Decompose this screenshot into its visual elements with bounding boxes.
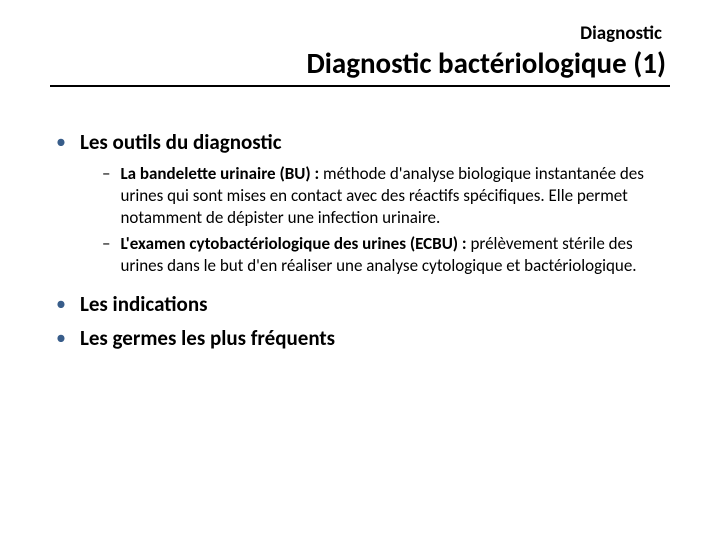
bullet-item: • Les indications	[56, 291, 670, 317]
content-area: • Les outils du diagnostic – La bandelet…	[50, 129, 670, 351]
header-title: Diagnostic bactériologique (1)	[50, 45, 670, 87]
bullet-dot-icon: •	[56, 291, 66, 317]
sub-item: – La bandelette urinaire (BU) : méthode …	[102, 163, 670, 229]
sub-item-lead: L'examen cytobactériologique des urines …	[120, 233, 466, 254]
sub-item: – L'examen cytobactériologique des urine…	[102, 233, 670, 277]
bullet-text: Les indications	[80, 291, 208, 317]
sub-item-lead: La bandelette urinaire (BU) :	[120, 163, 319, 184]
bullet-item: • Les outils du diagnostic	[56, 129, 670, 155]
bullet-dot-icon: •	[56, 129, 66, 155]
sub-list: – La bandelette urinaire (BU) : méthode …	[102, 163, 670, 277]
sub-item-body: La bandelette urinaire (BU) : méthode d'…	[120, 163, 670, 229]
bullet-item: • Les germes les plus fréquents	[56, 325, 670, 351]
bullet-text: Les outils du diagnostic	[80, 129, 282, 155]
header-category: Diagnostic	[50, 22, 670, 45]
bullet-dot-icon: •	[56, 325, 66, 351]
slide: Diagnostic Diagnostic bactériologique (1…	[0, 0, 720, 540]
dash-icon: –	[102, 163, 110, 185]
sub-item-body: L'examen cytobactériologique des urines …	[120, 233, 670, 277]
bullet-text: Les germes les plus fréquents	[80, 325, 335, 351]
dash-icon: –	[102, 233, 110, 255]
